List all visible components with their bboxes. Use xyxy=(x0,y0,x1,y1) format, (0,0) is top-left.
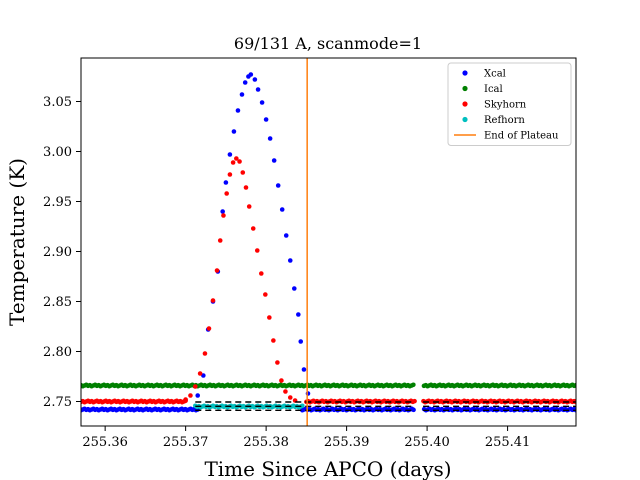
data-point xyxy=(298,339,304,344)
x-tick-label: 255.39 xyxy=(324,435,370,450)
data-point xyxy=(227,172,233,177)
y-tick-label: 2.90 xyxy=(43,245,72,260)
data-point xyxy=(231,129,237,134)
legend-label: End of Plateau xyxy=(484,131,559,142)
y-axis-label: Temperature (K) xyxy=(5,158,29,326)
data-point xyxy=(243,185,249,190)
data-point xyxy=(291,286,297,291)
y-tick-label: 2.80 xyxy=(43,345,72,360)
data-point xyxy=(263,117,269,122)
data-point xyxy=(242,80,248,85)
data-point xyxy=(230,160,236,165)
data-point xyxy=(287,258,293,263)
x-axis-label: Time Since APCO (days) xyxy=(204,457,451,480)
data-point xyxy=(573,382,576,388)
y-tick-label: 3.05 xyxy=(43,95,72,110)
legend-label: Skyhorn xyxy=(484,100,527,111)
data-point xyxy=(411,382,416,388)
y-tick-label: 2.75 xyxy=(43,395,72,410)
legend-frame xyxy=(447,62,572,146)
data-point xyxy=(221,213,226,218)
data-point xyxy=(255,87,261,92)
x-tick-label: 255.40 xyxy=(404,435,450,450)
data-point xyxy=(263,292,268,297)
data-point xyxy=(275,183,281,188)
data-point xyxy=(223,180,229,185)
y-tick-label: 3.00 xyxy=(43,145,72,160)
legend-label: Ical xyxy=(484,84,503,95)
legend-label: Xcal xyxy=(484,69,506,80)
data-point xyxy=(214,268,220,273)
axes: 255.36 255.37 255.38 255.39 255.40 255.41 2.75… xyxy=(43,95,530,450)
data-point xyxy=(271,338,276,343)
data-point xyxy=(283,389,288,394)
data-point xyxy=(240,170,246,175)
data-point xyxy=(267,136,273,141)
data-point xyxy=(301,367,307,372)
legend: Xcal Ical Skyhorn Refhorn End of Plateau xyxy=(447,62,572,146)
x-tick-label: 255.38 xyxy=(243,435,289,450)
data-point xyxy=(217,238,223,243)
data-point xyxy=(279,207,285,212)
data-point xyxy=(248,72,254,77)
data-point xyxy=(267,315,272,320)
axes-frame xyxy=(80,57,577,427)
y-tick-label: 2.85 xyxy=(43,295,72,310)
data-point xyxy=(271,158,277,163)
data-point xyxy=(305,391,311,396)
data-point xyxy=(210,298,216,303)
legend-marker xyxy=(462,70,468,76)
data-point xyxy=(412,398,417,404)
series-ical xyxy=(81,382,576,389)
data-point xyxy=(258,271,264,276)
data-point xyxy=(227,152,233,157)
x-tick-label: 255.36 xyxy=(82,435,128,450)
legend-marker xyxy=(462,85,468,92)
legend-marker xyxy=(462,101,468,107)
data-point xyxy=(192,384,198,389)
data-point xyxy=(411,407,416,413)
legend-marker xyxy=(462,116,468,123)
data-point xyxy=(235,108,241,113)
data-point xyxy=(283,233,289,238)
chart-title: 69/131 A, scanmode=1 xyxy=(234,34,422,53)
data-point xyxy=(287,395,293,400)
data-point xyxy=(195,393,201,398)
data-point xyxy=(252,77,258,82)
data-point xyxy=(183,397,188,402)
data-point xyxy=(237,159,242,164)
data-point xyxy=(239,92,245,97)
data-point xyxy=(254,248,260,253)
y-tick-label: 2.95 xyxy=(43,195,72,210)
data-point xyxy=(188,393,193,398)
x-tick-label: 255.41 xyxy=(485,435,531,450)
data-point xyxy=(224,191,229,196)
data-point xyxy=(206,326,212,331)
data-point xyxy=(275,360,280,365)
data-point xyxy=(296,312,301,317)
data-point xyxy=(220,209,225,214)
data-point xyxy=(202,351,208,356)
legend-label: Refhorn xyxy=(484,115,525,126)
data-point xyxy=(246,204,252,209)
data-point xyxy=(279,378,284,383)
data-point xyxy=(259,100,265,105)
data-point xyxy=(234,156,239,161)
x-tick-label: 255.37 xyxy=(163,435,209,450)
plot-area xyxy=(81,58,576,426)
data-point xyxy=(197,371,203,376)
data-point xyxy=(250,226,256,231)
